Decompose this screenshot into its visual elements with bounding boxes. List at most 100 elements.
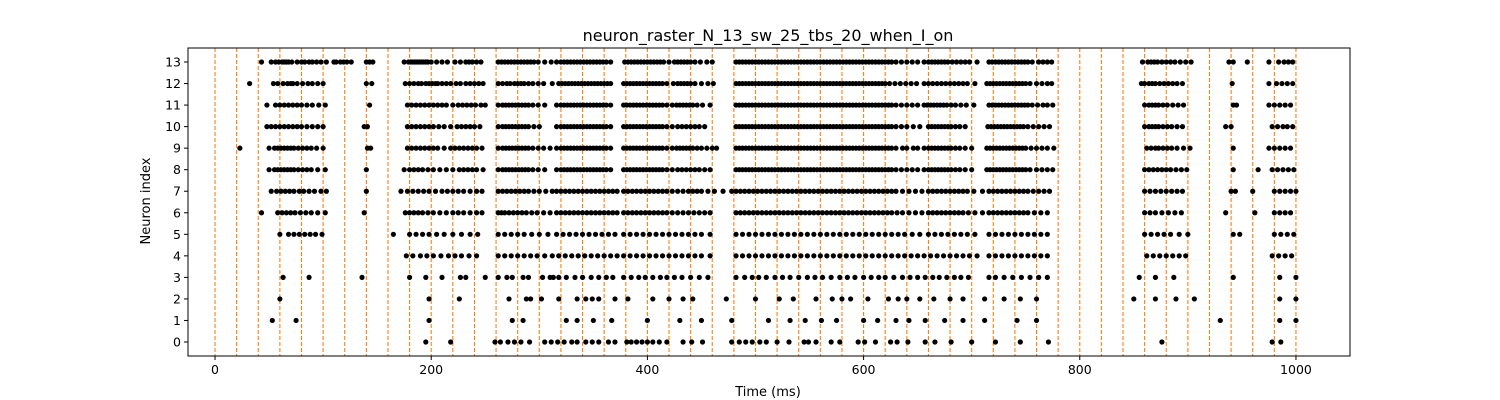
spike-point bbox=[293, 318, 298, 323]
spike-point bbox=[1180, 189, 1185, 194]
y-tick-label: 12 bbox=[165, 76, 181, 91]
spike-point bbox=[1179, 167, 1184, 172]
spike-point bbox=[477, 124, 482, 129]
spike-point bbox=[824, 232, 829, 237]
spike-point bbox=[615, 253, 620, 258]
spike-point bbox=[1045, 210, 1050, 215]
spike-point bbox=[1032, 253, 1037, 258]
spike-point bbox=[1140, 59, 1145, 64]
spike-point bbox=[448, 339, 453, 344]
spike-point bbox=[1151, 253, 1156, 258]
spike-point bbox=[1032, 210, 1037, 215]
spike-point bbox=[1142, 189, 1147, 194]
spike-point bbox=[474, 189, 479, 194]
spike-point bbox=[1019, 253, 1024, 258]
spike-point bbox=[541, 146, 546, 151]
spike-point bbox=[1034, 146, 1039, 151]
spike-point bbox=[892, 81, 897, 86]
spike-point bbox=[1278, 232, 1283, 237]
spike-point bbox=[942, 318, 947, 323]
spike-point bbox=[850, 232, 855, 237]
spike-point bbox=[310, 81, 315, 86]
spike-point bbox=[915, 253, 920, 258]
spike-point bbox=[640, 232, 645, 237]
spike-point bbox=[844, 253, 849, 258]
spike-point bbox=[548, 210, 553, 215]
spike-point bbox=[580, 232, 585, 237]
spike-point bbox=[434, 59, 439, 64]
spike-point bbox=[894, 210, 899, 215]
spike-point bbox=[861, 275, 866, 280]
y-tick-label: 0 bbox=[173, 335, 181, 350]
spike-point bbox=[653, 232, 658, 237]
spike-point bbox=[704, 146, 709, 151]
spike-point bbox=[664, 124, 669, 129]
spike-point bbox=[1019, 275, 1024, 280]
spike-point bbox=[670, 210, 675, 215]
spike-point bbox=[1277, 275, 1282, 280]
spike-point bbox=[1283, 189, 1288, 194]
spike-point bbox=[1025, 253, 1030, 258]
spike-point bbox=[664, 210, 669, 215]
spike-point bbox=[915, 275, 920, 280]
spike-point bbox=[531, 189, 536, 194]
spike-point bbox=[954, 253, 959, 258]
spike-point bbox=[699, 81, 704, 86]
trigger-lines bbox=[215, 48, 1296, 356]
spike-point bbox=[1272, 189, 1277, 194]
spike-point bbox=[750, 339, 755, 344]
spike-point bbox=[1272, 210, 1277, 215]
spike-point bbox=[468, 210, 473, 215]
spike-point bbox=[742, 275, 747, 280]
spike-point bbox=[536, 167, 541, 172]
spike-point bbox=[1006, 253, 1011, 258]
spike-point bbox=[909, 253, 914, 258]
spike-point bbox=[528, 296, 533, 301]
spike-point bbox=[907, 275, 912, 280]
spike-point bbox=[675, 210, 680, 215]
spike-point bbox=[702, 167, 707, 172]
spike-point bbox=[679, 253, 684, 258]
spike-point bbox=[575, 339, 580, 344]
spike-point bbox=[452, 59, 457, 64]
spike-point bbox=[898, 81, 903, 86]
spike-point bbox=[407, 232, 412, 237]
spike-point bbox=[660, 253, 665, 258]
spike-point bbox=[1018, 339, 1023, 344]
spike-point bbox=[569, 253, 574, 258]
spike-point bbox=[573, 232, 578, 237]
spike-point bbox=[1153, 210, 1158, 215]
spike-point bbox=[766, 232, 771, 237]
spike-point bbox=[1168, 232, 1173, 237]
spike-point bbox=[304, 124, 309, 129]
spike-point bbox=[496, 253, 501, 258]
spike-point bbox=[542, 59, 547, 64]
spike-point bbox=[759, 232, 764, 237]
spike-point bbox=[321, 146, 326, 151]
spike-point bbox=[1169, 124, 1174, 129]
spike-point bbox=[695, 102, 700, 107]
spike-point bbox=[299, 124, 304, 129]
spike-point bbox=[1041, 189, 1046, 194]
spike-point bbox=[926, 232, 931, 237]
spike-point bbox=[324, 59, 329, 64]
spike-point bbox=[993, 339, 998, 344]
spike-point bbox=[590, 339, 595, 344]
spike-point bbox=[314, 146, 319, 151]
spike-point bbox=[247, 81, 252, 86]
spike-point bbox=[893, 189, 898, 194]
spike-point bbox=[893, 318, 898, 323]
spike-point bbox=[480, 167, 485, 172]
spike-point bbox=[913, 189, 918, 194]
spike-point bbox=[906, 189, 911, 194]
spike-point bbox=[410, 253, 415, 258]
spike-point bbox=[834, 318, 839, 323]
spike-point bbox=[1266, 81, 1271, 86]
spike-point bbox=[520, 318, 525, 323]
spike-point bbox=[753, 296, 758, 301]
spike-point bbox=[560, 232, 565, 237]
spike-point bbox=[1002, 296, 1007, 301]
spike-point bbox=[1252, 210, 1257, 215]
spike-point bbox=[666, 253, 671, 258]
spike-point bbox=[830, 296, 835, 301]
